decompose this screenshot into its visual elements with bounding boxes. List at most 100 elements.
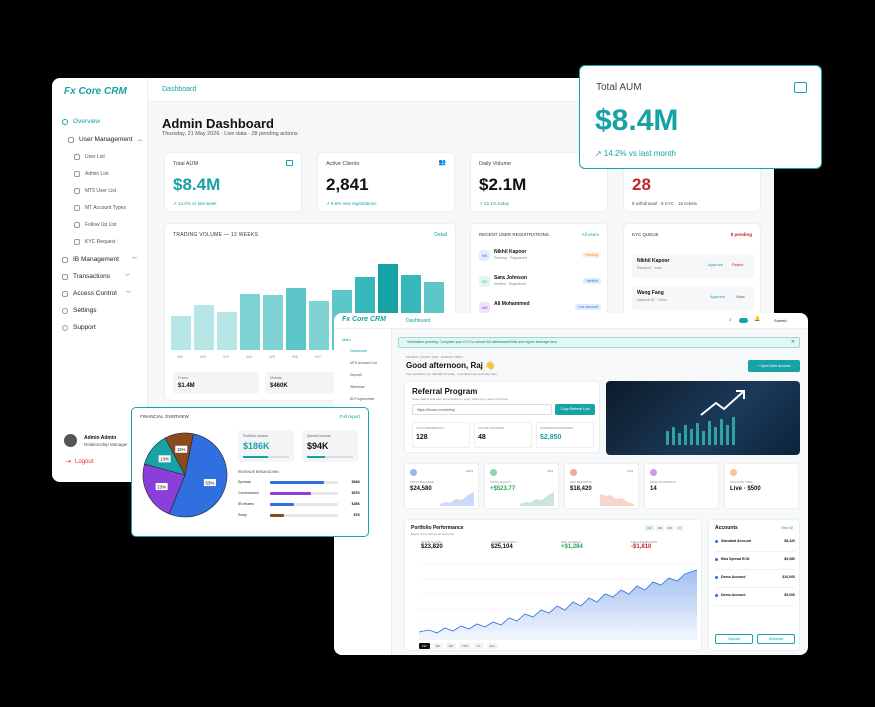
- view-button[interactable]: View: [736, 294, 745, 299]
- pie-label-bg: [175, 445, 188, 453]
- metric-card: ACCOUNT TIER Live · $500: [724, 463, 799, 509]
- list-item: Nikhil Kapoor Passport · India Approve R…: [632, 254, 754, 278]
- registrations-card: RECENT USER REGISTRATIONS All users NK N…: [470, 223, 608, 323]
- sidebar-sub-admin-list[interactable]: Admin List: [74, 171, 108, 177]
- metals-value: $460K: [270, 383, 288, 389]
- reject-button[interactable]: Reject: [732, 262, 744, 267]
- bell-icon[interactable]: 🔔: [754, 316, 761, 322]
- open-account-button[interactable]: + Open New Account: [748, 360, 800, 372]
- forex-label: Forex: [178, 375, 189, 380]
- breakdown-row: Commissions $57K: [238, 490, 360, 500]
- theme-toggle[interactable]: [739, 318, 748, 323]
- metric-value: 14: [650, 486, 657, 492]
- stat-trend: ↗ 8.6% new registrations: [326, 201, 377, 206]
- user-menu[interactable]: Suresh: [774, 318, 787, 323]
- sidebar-item-settings[interactable]: Settings: [62, 307, 97, 314]
- range-button[interactable]: 1W: [645, 525, 654, 531]
- account-value: $8,420: [784, 539, 795, 543]
- range-button[interactable]: 1M: [655, 525, 664, 531]
- period-tab[interactable]: ALL: [486, 643, 498, 649]
- copy-link-button[interactable]: Copy Referral Link: [555, 404, 595, 415]
- start-equity: START EQUITY $23,820: [421, 540, 443, 550]
- client-header: Fx Core CRM Dashboard ⌕ 🔔 Suresh: [334, 313, 808, 329]
- sidebar-label: Transactions: [73, 273, 110, 280]
- period-tab[interactable]: 1W: [419, 643, 430, 649]
- account-icon: [715, 558, 718, 561]
- list-icon: [74, 188, 80, 194]
- period-tab[interactable]: 1M: [432, 643, 443, 649]
- metric-icon: [410, 469, 417, 476]
- list-icon: [74, 222, 80, 228]
- sidebar-sub-kyc-request[interactable]: KYC Request: [74, 239, 115, 245]
- approve-button[interactable]: Approve: [710, 294, 725, 299]
- deposit-button[interactable]: Deposit: [715, 634, 753, 644]
- pie-label: 23%: [157, 484, 166, 489]
- breakdown-value: $7K: [353, 513, 360, 517]
- avatar: [64, 434, 77, 447]
- page-title: Admin Dashboard: [162, 116, 274, 131]
- search-icon[interactable]: ⌕: [729, 317, 732, 323]
- sidebar-item-support[interactable]: Support: [62, 324, 96, 331]
- pie-label-bg: [158, 455, 171, 463]
- kyc-banner: Verification pending. Complete your KYC …: [398, 337, 800, 348]
- stat-trend: ↗ 14.2% vs last week: [173, 201, 217, 206]
- brand-logo: Fx Core CRM: [342, 316, 386, 323]
- sidebar-item-overview[interactable]: Overview: [62, 118, 100, 125]
- range-button[interactable]: 3M: [665, 525, 674, 531]
- period-tab[interactable]: 1Y: [473, 643, 484, 649]
- close-icon[interactable]: ✕: [790, 339, 795, 345]
- avatar: NK: [479, 250, 490, 261]
- referral-link-input[interactable]: https://fxcore.com/ref/raj: [412, 404, 552, 415]
- list-item[interactable]: AM Ali Mohammed Live Account: [479, 300, 601, 320]
- period-tab[interactable]: YTD: [458, 643, 471, 649]
- sidebar-sub-follow-up[interactable]: Follow Up List: [74, 222, 116, 228]
- sidebar-item-main[interactable]: Main: [342, 337, 351, 342]
- sidebar-item-ib[interactable]: IB Programmes: [350, 397, 375, 401]
- pending-count: 8 pending: [730, 232, 752, 237]
- referral-card: Referral Program Invite traders and earn…: [404, 381, 600, 453]
- detail-link[interactable]: Detail: [434, 232, 447, 238]
- forex-box: Forex $1.4M: [173, 372, 259, 394]
- range-button[interactable]: 1Y: [675, 525, 684, 531]
- sidebar-item-mt5[interactable]: MT5 Account List: [350, 361, 377, 365]
- sidebar-item-user-management[interactable]: User Management ︿: [68, 136, 143, 143]
- list-icon: [74, 171, 80, 177]
- stat-card-aum: Total AUM $8.4M ↗ 14.2% vs last week: [164, 152, 302, 212]
- sidebar-label: Overview: [73, 118, 101, 125]
- withdraw-button[interactable]: Withdraw: [757, 634, 795, 644]
- progress-bar: [243, 456, 289, 458]
- logout-button[interactable]: ⇥ Logout: [66, 458, 93, 466]
- full-report-link[interactable]: Full report: [339, 414, 360, 419]
- users-icon: [68, 136, 74, 143]
- stat-label: MAX DRAWDOWN: [631, 540, 657, 544]
- account-row[interactable]: Demo Account $10,000: [715, 572, 795, 588]
- client-window: Fx Core CRM Dashboard ⌕ 🔔 Suresh Main Da…: [334, 313, 808, 655]
- sidebar-item-deposit[interactable]: Deposit: [350, 373, 362, 377]
- equity-curve-chart: [419, 563, 697, 640]
- sidebar-sub-user-list[interactable]: User List: [74, 154, 105, 160]
- approve-button[interactable]: Approve: [708, 262, 723, 267]
- sidebar-item-ib-management[interactable]: IB Management ﹀: [62, 256, 137, 263]
- stat-label: Daily Volume: [479, 161, 512, 167]
- stat-value: $2,850: [540, 434, 562, 441]
- period-tab[interactable]: 3M: [445, 643, 456, 649]
- sidebar-item-withdraw[interactable]: Withdraw: [350, 385, 365, 389]
- breakdown-label: IB rebates: [238, 502, 254, 506]
- sidebar-sub-mt5-user-list[interactable]: MT5 User List: [74, 188, 116, 194]
- account-row[interactable]: Standard Account $8,420: [715, 536, 795, 552]
- account-row[interactable]: Demo Account $5,000: [715, 590, 795, 606]
- volume-bar: [240, 293, 260, 350]
- sidebar-sub-mt-account-types[interactable]: MT Account Types: [74, 205, 126, 211]
- all-users-link[interactable]: All users: [581, 232, 599, 237]
- sidebar-item-transactions[interactable]: Transactions ﹀: [62, 273, 130, 280]
- sidebar-item-dashboard[interactable]: Dashboard: [350, 349, 368, 353]
- sidebar-item-access-control[interactable]: Access Control ﹀: [62, 290, 131, 297]
- list-item[interactable]: NK Nikhil Kapoor Pending · Registered Pe…: [479, 248, 601, 268]
- metric-icon: [730, 469, 737, 476]
- reg-sub: Verified · Registered: [494, 282, 526, 286]
- list-item[interactable]: SJ Sara Johnson Verified · Registered Ve…: [479, 274, 601, 294]
- range-selector: 1W 1M 3M 1Y: [645, 525, 684, 531]
- view-all-link[interactable]: View All: [780, 526, 793, 530]
- account-row[interactable]: Raw Spread ECN $9,280: [715, 554, 795, 570]
- stat-trend: 8 withdrawal · 8 KYC · 16 tickets: [632, 201, 698, 206]
